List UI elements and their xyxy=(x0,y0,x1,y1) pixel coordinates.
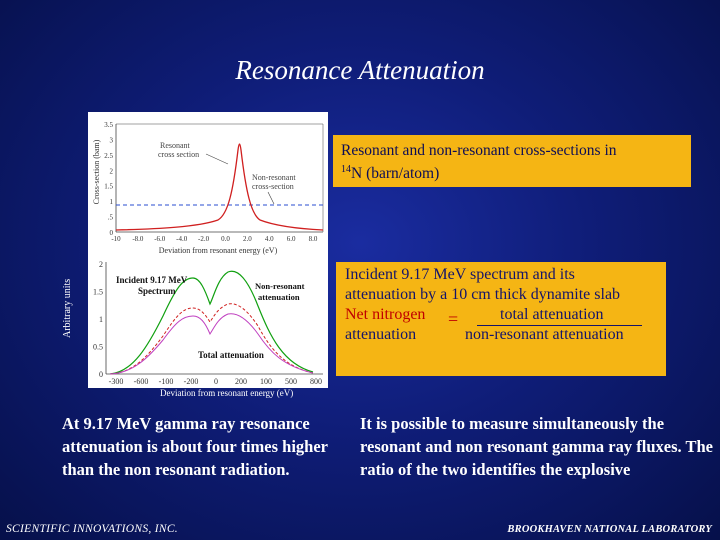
text-left-paragraph: At 9.17 MeV gamma ray resonance attenuat… xyxy=(62,414,328,479)
cross-section-caption-box: Resonant and non-resonant cross-sections… xyxy=(333,135,691,187)
bottom-x-tick-label: -300 xyxy=(109,377,124,386)
bottom-x-tick-label: -100 xyxy=(159,377,174,386)
top-y-tick-label: .5 xyxy=(108,214,114,222)
footer-company: SCIENTIFIC INNOVATIONS, INC. xyxy=(6,523,178,535)
top-y-tick-label: 3.5 xyxy=(104,121,113,129)
bottom-x-tick-label: -600 xyxy=(134,377,149,386)
top-x-tick-label: -8.0 xyxy=(132,235,144,243)
footer-laboratory: BROOKHAVEN NATIONAL LABORATORY xyxy=(507,524,712,535)
label-incident-line1: Incident 9.17 MeV xyxy=(116,275,188,285)
bottom-y-tick-label: 1.5 xyxy=(93,288,103,297)
cross-section-plot: Cross-section (bam) 3.5 3 2.5 2 1.5 1.5 0 -10-… xyxy=(88,112,328,260)
label-nonresonant-line2: attenuation xyxy=(258,292,300,302)
bottom-y-tick-label: 0.5 xyxy=(93,343,103,352)
nonresonant-attenuation-curve xyxy=(109,303,314,375)
bottom-x-tick-label: 200 xyxy=(235,377,247,386)
formula-equals: = xyxy=(448,309,459,329)
formula-denominator: non-resonant attenuation xyxy=(465,326,624,343)
resonant-cross-section-curve xyxy=(115,143,324,231)
top-x-tick-label: 8.0 xyxy=(309,235,318,243)
slide-title: Resonance Attenuation xyxy=(235,55,485,85)
total-attenuation-curve xyxy=(109,313,314,375)
top-x-axis-label: Deviation from resonant energy (eV) xyxy=(159,246,278,255)
top-x-tick-label: -10 xyxy=(111,235,121,243)
top-x-tick-label: 4.0 xyxy=(265,235,274,243)
caption-line1: Resonant and non-resonant cross-sections… xyxy=(341,142,617,159)
ratio-formula: Net nitrogen = total attenuation attenua… xyxy=(345,305,657,345)
top-y-tick-label: 1.5 xyxy=(104,183,113,191)
fraction-bar xyxy=(477,325,642,326)
bottom-x-tick-label: 0 xyxy=(214,377,218,386)
top-y-axis-label: Cross-section (bam) xyxy=(92,139,101,204)
text-right-paragraph: It is possible to measure simultaneously… xyxy=(360,414,713,479)
top-x-tick-label: 6.0 xyxy=(287,235,296,243)
top-y-tick-label: 2.5 xyxy=(104,152,113,160)
label-total-attenuation: Total attenuation xyxy=(198,350,264,360)
nonresonant-annotation-line1: Non-resonant xyxy=(252,173,296,182)
spectrum-caption-line1: Incident 9.17 MeV spectrum and its xyxy=(345,266,575,283)
top-x-tick-label: -4.0 xyxy=(176,235,188,243)
top-y-tick-label: 0 xyxy=(110,229,114,237)
top-y-tick-label: 2 xyxy=(110,167,114,175)
bottom-x-tick-label: 500 xyxy=(285,377,297,386)
bottom-y-tick-label: 0 xyxy=(99,370,103,379)
formula-lhs-line2: attenuation xyxy=(345,326,417,343)
spectrum-caption-box: Incident 9.17 MeV spectrum and its atten… xyxy=(336,262,666,376)
top-y-tick-label: 1 xyxy=(110,198,114,206)
formula-numerator: total attenuation xyxy=(500,306,604,323)
bottom-x-tick-label: 800 xyxy=(310,377,322,386)
incident-spectrum-curve xyxy=(109,270,314,375)
top-y-tick-label: 3 xyxy=(110,136,114,144)
resonant-annotation-line1: Resonant xyxy=(160,141,191,150)
isotope-mass-number: 14 xyxy=(341,164,351,175)
bottom-y-axis-label: Arbitrary units xyxy=(62,278,73,338)
top-x-tick-label: 0.0 xyxy=(221,235,230,243)
label-nonresonant-line1: Non-resonant xyxy=(255,281,305,291)
spectrum-plot: 2 1.5 1 0.5 0 -300 -600 -100 -200 0 200 100 500 800 … xyxy=(88,256,328,388)
nonresonant-annotation-line2: cross-section xyxy=(252,182,294,191)
bottom-x-tick-label: 100 xyxy=(260,377,272,386)
top-x-tick-label: -2.0 xyxy=(198,235,210,243)
spectrum-caption-line2: attenuation by a 10 cm thick dynamite sl… xyxy=(345,286,621,303)
bottom-x-tick-label: -200 xyxy=(184,377,199,386)
resonant-annotation-line2: cross section xyxy=(158,150,199,159)
formula-lhs-line1: Net nitrogen xyxy=(345,306,426,323)
label-incident-line2: Spectrum xyxy=(138,286,176,296)
bottom-x-axis-label: Deviation from resonant energy (eV) xyxy=(160,388,294,398)
top-x-tick-label: 2.0 xyxy=(243,235,252,243)
bottom-y-tick-label: 2 xyxy=(99,260,103,269)
caption-line2: N (barn/atom) xyxy=(351,165,440,183)
bottom-y-tick-label: 1 xyxy=(99,315,103,324)
top-x-tick-label: -6.0 xyxy=(154,235,166,243)
